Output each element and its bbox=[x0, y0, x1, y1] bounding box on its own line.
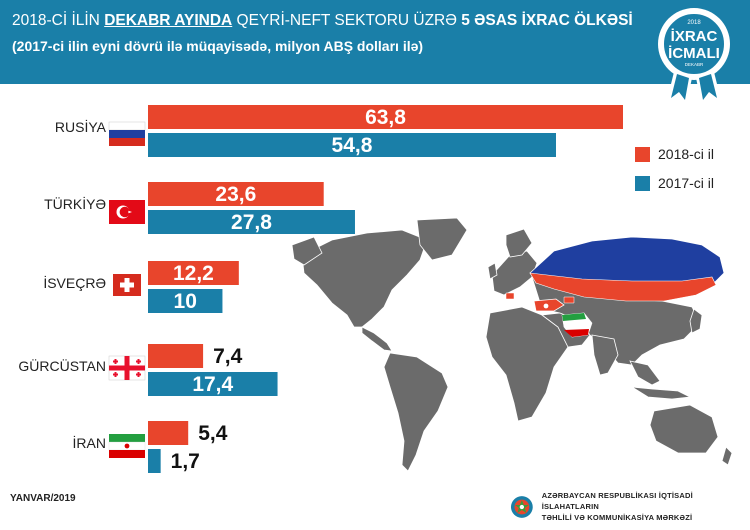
map-south-america bbox=[383, 352, 449, 472]
org-text: AZƏRBAYCAN RESPUBLİKASI İQTİSADİ İSLAHAT… bbox=[542, 490, 750, 523]
legend: 2018-ci il 2017-ci il bbox=[635, 146, 714, 204]
legend-label-2018: 2018-ci il bbox=[658, 146, 715, 162]
map-new-zealand bbox=[721, 446, 733, 466]
page-subtitle: (2017-ci ilin eyni dövrü ilə müqayisədə,… bbox=[12, 38, 424, 54]
bar-2017-2 bbox=[148, 289, 223, 313]
bar-2018-4 bbox=[148, 421, 189, 445]
title-part-mid: QEYRİ-NEFT SEKTORU ÜZRƏ bbox=[232, 12, 462, 29]
page-title: 2018-Cİ İLİN DEKABR AYINDA QEYRİ-NEFT SE… bbox=[12, 12, 633, 30]
bar-labels: 63,8 54,8 23,6 27,8 12,2 10 7,4 17,4 5,4 1,7 bbox=[171, 106, 407, 473]
country-label-2: İSVEÇRƏ bbox=[43, 274, 106, 291]
bar-2018-3 bbox=[148, 344, 204, 368]
footer-date: YANVAR/2019 bbox=[10, 493, 76, 504]
map-alaska bbox=[292, 236, 323, 266]
bar-value-label-2018-1: 23,6 bbox=[215, 183, 256, 206]
country-label-1: TÜRKİYƏ bbox=[44, 195, 106, 212]
country-label-4: İRAN bbox=[73, 434, 106, 451]
badge-small: DEKABR bbox=[685, 62, 704, 67]
country-label-3: GÜRCÜSTAN bbox=[18, 357, 106, 374]
country-label-0: RUSİYA bbox=[55, 118, 107, 135]
header-banner: 2018-Cİ İLİN DEKABR AYINDA QEYRİ-NEFT SE… bbox=[0, 0, 750, 84]
map-australia bbox=[649, 404, 719, 454]
map-turkey-crescent bbox=[543, 303, 549, 309]
map-georgia bbox=[563, 296, 575, 304]
flag-turkey-icon bbox=[109, 200, 145, 224]
org-line-2: TƏHLİLİ VƏ KOMMUNİKASİYA MƏRKƏZİ bbox=[541, 513, 693, 522]
map-india bbox=[591, 334, 619, 376]
bar-value-label-2017-4: 1,7 bbox=[171, 450, 200, 473]
title-part-bold: 5 ƏSAS İXRAC ÖLKƏSİ bbox=[461, 12, 633, 29]
map-uk bbox=[487, 262, 498, 280]
badge-year: 2018 bbox=[687, 20, 701, 26]
map-switzerland bbox=[505, 292, 515, 300]
flag-georgia-icon bbox=[108, 355, 146, 381]
map-greenland bbox=[416, 217, 468, 261]
flags bbox=[108, 121, 146, 458]
badge-rosette-shape bbox=[658, 8, 730, 106]
bar-value-label-2017-3: 17,4 bbox=[192, 373, 233, 396]
bars bbox=[148, 105, 623, 473]
bar-value-label-2018-4: 5,4 bbox=[198, 422, 228, 445]
bar-2017-4 bbox=[148, 449, 161, 473]
bar-2018-0 bbox=[148, 105, 623, 129]
flag-switzerland-icon bbox=[113, 274, 141, 296]
bar-value-label-2018-2: 12,2 bbox=[173, 262, 214, 285]
world-map bbox=[292, 217, 733, 472]
country-labels: RUSİYA TÜRKİYƏ İSVEÇRƏ GÜRCÜSTAN İRAN bbox=[18, 118, 106, 451]
legend-label-2017: 2017-ci il bbox=[658, 175, 715, 191]
map-turkey bbox=[533, 298, 565, 312]
coat-of-arms-icon bbox=[510, 495, 533, 518]
bar-value-label-2018-3: 7,4 bbox=[213, 345, 243, 368]
map-indonesia bbox=[631, 386, 692, 400]
title-highlight: DEKABR AYINDA bbox=[104, 12, 233, 29]
map-scandinavia bbox=[505, 228, 533, 258]
map-north-america bbox=[301, 229, 428, 328]
bar-2017-0 bbox=[148, 133, 556, 157]
map-central-america bbox=[361, 326, 393, 352]
bar-value-label-2018-0: 63,8 bbox=[365, 106, 406, 129]
bar-value-label-2017-0: 54,8 bbox=[332, 134, 373, 157]
org-line-1: AZƏRBAYCAN RESPUBLİKASI İQTİSADİ İSLAHAT… bbox=[541, 491, 693, 511]
map-japan bbox=[689, 308, 703, 334]
bar-chart: RUSİYA TÜRKİYƏ İSVEÇRƏ GÜRCÜSTAN İRAN bbox=[18, 105, 623, 473]
bar-2017-1 bbox=[148, 210, 355, 234]
badge-line2: İCMALI bbox=[668, 45, 720, 62]
bar-2018-2 bbox=[148, 261, 239, 285]
bar-value-label-2017-1: 27,8 bbox=[231, 211, 272, 234]
badge-line1: İXRAC bbox=[671, 28, 718, 45]
bar-value-label-2017-2: 10 bbox=[174, 290, 197, 313]
ixrac-icmali-badge: 2018 İXRAC İCMALI DEKABR bbox=[658, 8, 730, 106]
flag-iran-icon bbox=[108, 434, 146, 458]
flag-russia-icon bbox=[108, 121, 146, 146]
legend-swatch-2018 bbox=[635, 146, 650, 162]
map-southeast-asia bbox=[629, 360, 661, 386]
bar-2017-3 bbox=[148, 372, 278, 396]
legend-item-2018: 2018-ci il bbox=[635, 146, 714, 162]
legend-swatch-2017 bbox=[635, 175, 650, 191]
bar-2018-1 bbox=[148, 182, 324, 206]
footer-organization: AZƏRBAYCAN RESPUBLİKASI İQTİSADİ İSLAHAT… bbox=[510, 490, 750, 523]
map-iran bbox=[561, 312, 593, 338]
title-part-pre: 2018-Cİ İLİN bbox=[12, 12, 105, 29]
legend-item-2017: 2017-ci il bbox=[635, 175, 714, 191]
map-russia bbox=[529, 236, 725, 302]
